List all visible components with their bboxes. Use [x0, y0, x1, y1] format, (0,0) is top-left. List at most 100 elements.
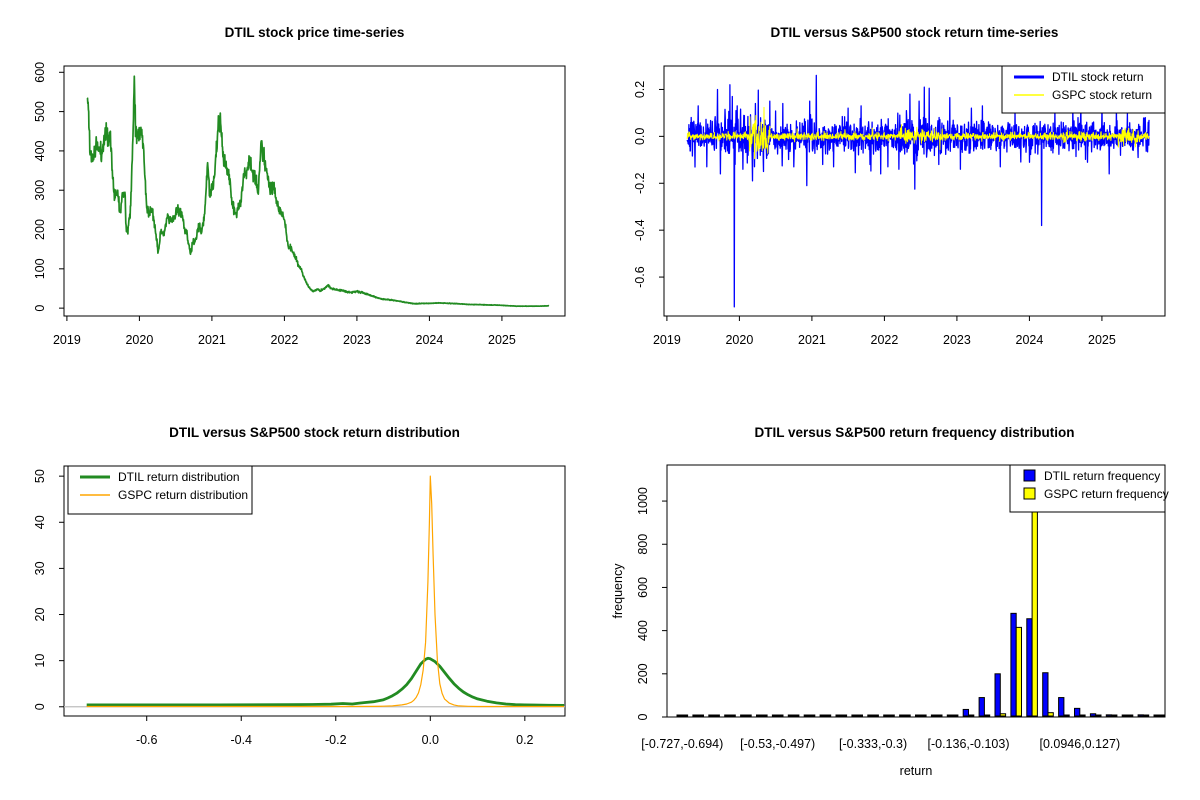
- bar-dtil-return-frequency: [1105, 714, 1113, 717]
- return-frequency-chart: 0 200 400 600 800 1000 frequency return [-0.727,…: [611, 464, 1169, 778]
- bar-gspc-return-frequency: [872, 714, 879, 717]
- bar-gspc-return-frequency: [1063, 714, 1070, 717]
- y-axis-tick-label: -0.4: [633, 219, 647, 241]
- x-axis-tick-label: 2019: [653, 333, 681, 347]
- x-axis-bin-label: [-0.53,-0.497): [740, 737, 815, 751]
- x-axis-tick-label: 2024: [1016, 333, 1044, 347]
- x-axis-tick-label: 2023: [343, 333, 371, 347]
- series-gspc-stock-return: [686, 106, 1150, 160]
- bar-dtil-return-frequency: [676, 714, 683, 717]
- bar-gspc-return-frequency: [1079, 714, 1086, 717]
- bar-gspc-return-frequency: [856, 714, 864, 717]
- legend-item-label: GSPC return frequency: [1044, 487, 1169, 501]
- legend-item-label: DTIL return distribution: [118, 470, 240, 484]
- bar-dtil-return-frequency: [978, 697, 985, 717]
- bar-dtil-return-frequency: [1058, 697, 1065, 717]
- bar-dtil-return-frequency: [930, 714, 938, 717]
- bar-gspc-return-frequency: [968, 714, 975, 717]
- series-gspc-return-density: [86, 475, 565, 708]
- y-axis-tick-label: 50: [33, 469, 47, 483]
- legend-swatch: [1023, 487, 1036, 500]
- bar-dtil-return-frequency: [994, 673, 1001, 717]
- bar-gspc-return-frequency: [840, 714, 848, 717]
- chart-title: DTIL versus S&P500 return frequency dist…: [754, 425, 1075, 440]
- x-axis-tick-label: -0.6: [136, 733, 158, 747]
- x-axis-tick-label: 2023: [943, 333, 971, 347]
- legend-item-label: DTIL return frequency: [1044, 469, 1160, 483]
- y-axis-tick-label: 30: [33, 561, 47, 575]
- y-axis-tick-label: 400: [636, 620, 650, 641]
- bar-gspc-return-frequency: [697, 714, 704, 717]
- y-axis-tick-label: 300: [33, 180, 47, 201]
- bar-gspc-return-frequency: [888, 714, 895, 717]
- y-axis-tick-label: 20: [33, 608, 47, 622]
- bar-dtil-return-frequency: [708, 714, 715, 717]
- bar-dtil-return-frequency: [756, 714, 763, 717]
- x-axis-tick-label: -0.4: [230, 733, 252, 747]
- bar-gspc-return-frequency: [824, 714, 832, 717]
- x-axis-tick-label: 0.2: [516, 733, 533, 747]
- bar-dtil-return-frequency: [803, 714, 810, 717]
- x-axis-tick-label: 2019: [53, 333, 81, 347]
- bar-gspc-return-frequency: [777, 714, 784, 717]
- y-axis-tick-label: 600: [33, 62, 47, 83]
- bar-gspc-return-frequency: [809, 714, 816, 717]
- y-axis-tick-label: 1000: [636, 487, 650, 515]
- x-axis-tick-label: 2025: [488, 333, 516, 347]
- bar-gspc-return-frequency: [745, 714, 752, 717]
- bar-gspc-return-frequency: [920, 714, 927, 717]
- x-axis-tick-label: 2021: [798, 333, 826, 347]
- bar-dtil-return-frequency: [787, 714, 795, 717]
- legend-item-label: GSPC return distribution: [118, 488, 248, 502]
- bar-gspc-return-frequency: [999, 713, 1007, 717]
- y-axis-tick-label: 0: [636, 713, 650, 720]
- x-axis-tick-label: 2022: [271, 333, 299, 347]
- chart-title: DTIL versus S&P500 stock return distribu…: [169, 425, 460, 440]
- y-axis-tick-label: 200: [33, 219, 47, 240]
- legend-swatch: [1023, 469, 1036, 482]
- y-axis-tick-label: 0.0: [633, 128, 647, 145]
- y-axis-tick-label: 100: [33, 258, 47, 279]
- legend-box: [67, 465, 253, 515]
- x-axis-tick-label: 2021: [198, 333, 226, 347]
- y-axis-title: frequency: [611, 563, 625, 619]
- x-axis-tick-label: 0.0: [422, 733, 439, 747]
- legend-item-label: GSPC stock return: [1052, 88, 1152, 102]
- chart-title: DTIL versus S&P500 stock return time-ser…: [770, 25, 1059, 40]
- bar-dtil-return-frequency: [692, 714, 699, 717]
- bar-gspc-return-frequency: [936, 714, 943, 717]
- bar-dtil-return-frequency: [1121, 714, 1129, 717]
- panel-return-distribution: -0.6 -0.4 -0.2 0.0 0.2 0 10 20 30 40 50 DTIL return…: [0, 400, 600, 800]
- legend-item-label: DTIL stock return: [1052, 70, 1144, 84]
- bar-gspc-return-frequency: [1127, 714, 1134, 717]
- bar-gspc-return-frequency: [1047, 712, 1054, 717]
- bar-gspc-return-frequency: [761, 714, 768, 717]
- x-axis-bin-label: [0.0946,0.127): [1039, 737, 1120, 751]
- return-timeseries-chart: 2019 2020 2021 2022 2023 2024 2025 0.2 0.0 -0.2 -0…: [633, 65, 1166, 347]
- bar-dtil-return-frequency: [724, 714, 731, 717]
- x-axis-tick-label: 2025: [1088, 333, 1116, 347]
- legend-box: [1001, 65, 1166, 114]
- bar-dtil-return-frequency: [851, 714, 858, 717]
- x-axis-tick-label: 2020: [125, 333, 153, 347]
- bar-dtil-return-frequency: [835, 714, 842, 717]
- bar-dtil-return-frequency: [1074, 707, 1081, 717]
- bar-gspc-return-frequency: [952, 714, 959, 717]
- x-axis-tick-label: 2024: [416, 333, 444, 347]
- bar-gspc-return-frequency: [1142, 714, 1150, 717]
- bar-gspc-return-frequency: [1158, 714, 1166, 717]
- bar-dtil-return-frequency: [883, 714, 890, 717]
- bar-gspc-return-frequency: [1111, 714, 1118, 717]
- bar-gspc-return-frequency: [1095, 714, 1102, 717]
- bar-dtil-return-frequency: [819, 714, 826, 717]
- bar-dtil-return-frequency: [1026, 618, 1033, 717]
- legend-box: [1009, 464, 1166, 513]
- bar-gspc-return-frequency: [983, 714, 991, 717]
- y-axis-tick-label: 40: [33, 515, 47, 529]
- x-axis-tick-label: 2022: [871, 333, 899, 347]
- bar-dtil-return-frequency: [1042, 672, 1049, 717]
- bar-gspc-return-frequency: [729, 714, 736, 717]
- bar-dtil-return-frequency: [1153, 714, 1160, 717]
- series-dtil-close-price: [86, 75, 550, 308]
